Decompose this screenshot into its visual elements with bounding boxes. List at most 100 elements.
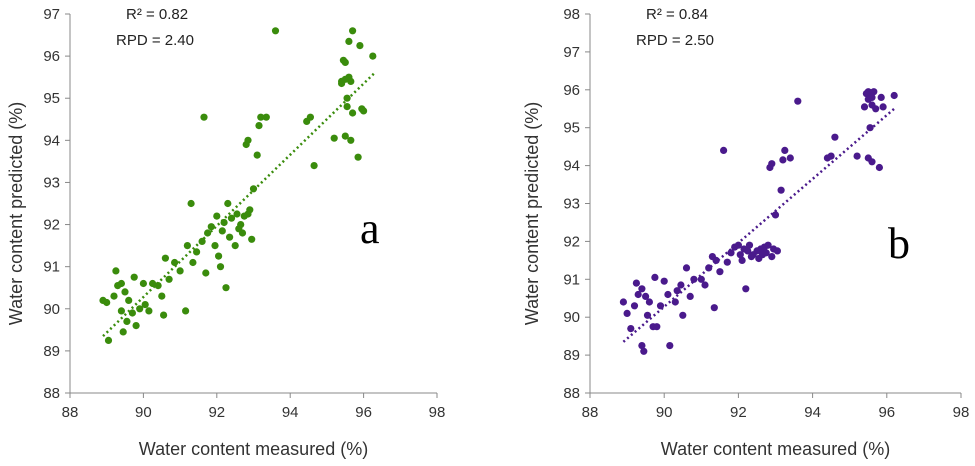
data-point (779, 156, 787, 164)
data-point (347, 136, 355, 144)
data-point (868, 158, 876, 166)
data-point (257, 113, 265, 121)
data-point (341, 75, 349, 83)
data-point (653, 323, 661, 331)
y-tick-label: 96 (563, 82, 580, 99)
y-tick-label: 91 (43, 259, 60, 276)
data-point (666, 342, 674, 350)
data-point (651, 273, 659, 281)
x-axis-title: Water content measured (%) (139, 439, 368, 459)
y-tick-label: 91 (563, 271, 580, 288)
data-point (679, 311, 687, 319)
data-point (345, 37, 353, 46)
data-point (645, 298, 654, 306)
trendline (622, 107, 896, 343)
data-point (233, 210, 241, 218)
data-point (349, 27, 357, 35)
x-tick-label: 96 (878, 404, 895, 421)
data-point (193, 248, 201, 256)
data-point (697, 275, 705, 283)
data-point (890, 91, 898, 100)
data-point (222, 284, 230, 292)
data-point (727, 249, 735, 257)
data-point (202, 269, 210, 277)
data-point (673, 287, 681, 295)
y-tick-label: 94 (563, 158, 580, 175)
data-point (227, 214, 236, 222)
y-tick-label: 89 (563, 347, 580, 364)
data-point (244, 136, 252, 144)
data-point (738, 256, 746, 264)
data-point (139, 279, 147, 288)
data-point (198, 237, 206, 245)
data-point (306, 113, 314, 121)
data-point (112, 267, 120, 275)
data-point (682, 264, 691, 272)
data-point (642, 292, 650, 300)
data-point (171, 258, 179, 267)
data-point (237, 221, 245, 229)
data-point (768, 160, 776, 168)
panel-letter: b (888, 219, 910, 268)
data-point (182, 307, 190, 315)
rpd-annotation: RPD = 2.50 (636, 32, 714, 49)
panel-letter: a (360, 204, 380, 253)
y-axis-title: Water content predicted (%) (522, 102, 542, 325)
data-point (145, 307, 153, 315)
data-point (117, 279, 125, 288)
data-point (200, 113, 208, 121)
data-point (238, 229, 247, 237)
y-tick-label: 90 (43, 301, 60, 318)
data-point (872, 105, 880, 113)
data-point (271, 27, 280, 35)
y-tick-label: 96 (43, 48, 60, 65)
data-point (110, 292, 118, 300)
y-tick-label: 88 (563, 385, 580, 402)
rpd-annotation: RPD = 2.40 (116, 32, 194, 49)
y-tick-label: 97 (563, 44, 580, 61)
data-point (218, 227, 226, 235)
y-tick-label: 97 (43, 6, 60, 23)
data-point (369, 52, 377, 60)
data-point (623, 309, 631, 317)
data-point (638, 342, 646, 350)
data-point (356, 42, 364, 50)
x-axis-title: Water content measured (%) (661, 439, 890, 459)
x-tick-label: 90 (656, 404, 673, 421)
data-point (136, 305, 144, 313)
data-point (781, 146, 789, 154)
y-tick-label: 94 (43, 132, 60, 149)
y-tick-label: 95 (43, 90, 60, 107)
data-point (771, 211, 780, 219)
data-point (132, 322, 140, 330)
data-point (677, 281, 685, 289)
data-point (868, 93, 876, 101)
data-point (827, 152, 835, 160)
data-point (121, 288, 129, 296)
data-point (786, 154, 794, 162)
data-point (207, 223, 215, 231)
y-tick-label: 92 (563, 233, 580, 250)
data-point (773, 247, 782, 255)
x-tick-label: 94 (282, 404, 299, 421)
x-tick-label: 94 (804, 404, 821, 421)
data-point (764, 241, 772, 249)
data-point (262, 113, 270, 121)
data-point (103, 298, 111, 307)
data-point (877, 93, 885, 101)
data-point (341, 132, 349, 140)
data-point (664, 290, 672, 299)
data-point (213, 212, 221, 220)
data-point (864, 88, 872, 96)
data-point (768, 253, 776, 261)
data-point (141, 301, 149, 309)
data-point (216, 263, 225, 271)
x-tick-label: 90 (135, 404, 152, 421)
data-point (211, 242, 219, 250)
x-tick-label: 92 (730, 404, 747, 421)
data-point (860, 103, 869, 111)
data-point (745, 241, 754, 249)
y-tick-label: 98 (563, 6, 580, 23)
data-point (723, 258, 731, 266)
